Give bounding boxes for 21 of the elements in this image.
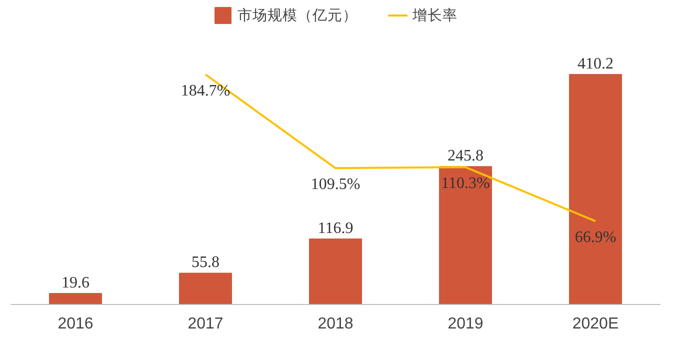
data-label: 109.5% (310, 176, 360, 194)
data-label: 116.9 (318, 220, 354, 237)
data-label: 245.8 (448, 148, 484, 165)
legend-label: 增长率 (412, 6, 458, 24)
legend-label: 市场规模（亿元） (238, 6, 358, 24)
x-tick-label: 2017 (188, 316, 224, 332)
x-tick-label: 2016 (58, 316, 94, 332)
bar (569, 74, 622, 304)
x-tick-label: 2019 (448, 316, 484, 332)
data-label: 19.6 (62, 274, 90, 292)
data-label: 184.7% (180, 82, 230, 100)
data-label: 110.3% (441, 175, 490, 192)
bar (309, 238, 362, 304)
data-label: 66.9% (574, 229, 616, 246)
bar (49, 293, 102, 304)
data-label: 55.8 (192, 254, 220, 272)
bar (179, 272, 232, 304)
x-tick-label: 2020E (572, 316, 619, 332)
bar (439, 166, 492, 304)
data-label: 410.2 (578, 56, 614, 72)
x-tick-label: 2018 (318, 316, 354, 332)
